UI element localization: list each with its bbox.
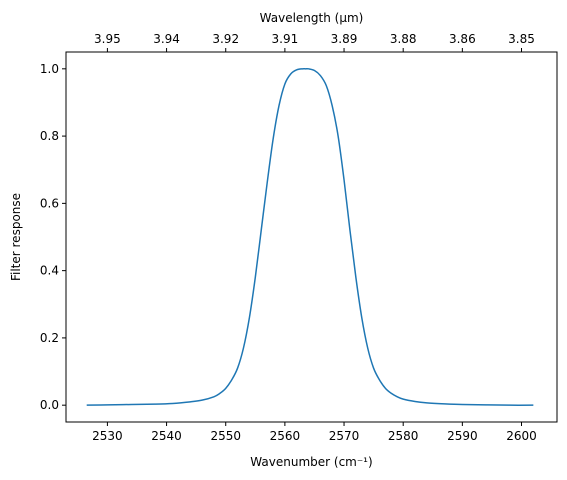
top-x-tick-label: 3.89 xyxy=(331,32,358,46)
y-axis: 0.0 0.2 0.4 0.6 0.8 1.0 xyxy=(40,62,66,412)
top-x-tick-label: 3.94 xyxy=(153,32,180,46)
y-tick-label: 0.6 xyxy=(40,196,59,210)
top-x-tick-label: 3.86 xyxy=(449,32,476,46)
top-x-tick-label: 3.85 xyxy=(508,32,535,46)
x-tick-label: 2540 xyxy=(151,429,182,443)
y-axis-title: Filter response xyxy=(9,193,23,281)
y-tick-label: 0.4 xyxy=(40,264,59,278)
top-x-tick-label: 3.92 xyxy=(212,32,239,46)
top-x-tick-label: 3.95 xyxy=(94,32,121,46)
y-tick-label: 0.0 xyxy=(40,398,59,412)
x-axis-title: Wavenumber (cm⁻¹) xyxy=(250,455,372,469)
bottom-x-axis: 2530 2540 2550 2560 2570 2580 2590 2600 xyxy=(92,422,537,443)
x-tick-label: 2570 xyxy=(329,429,360,443)
top-x-tick-label: 3.91 xyxy=(272,32,299,46)
x-tick-label: 2550 xyxy=(210,429,241,443)
x-tick-label: 2580 xyxy=(388,429,419,443)
x-tick-label: 2590 xyxy=(447,429,478,443)
x-tick-label: 2530 xyxy=(92,429,123,443)
plot-background xyxy=(66,52,557,422)
y-tick-label: 0.2 xyxy=(40,331,59,345)
top-x-axis: 3.95 3.94 3.92 3.91 3.89 3.88 3.86 3.85 xyxy=(94,32,535,52)
x-tick-label: 2600 xyxy=(506,429,537,443)
filter-response-line xyxy=(86,67,534,406)
top-x-tick-label: 3.88 xyxy=(390,32,417,46)
x-tick-label: 2560 xyxy=(270,429,301,443)
y-tick-label: 0.8 xyxy=(40,129,59,143)
plot-frame xyxy=(65,51,558,423)
top-x-axis-title: Wavelength (μm) xyxy=(260,11,364,25)
y-tick-label: 1.0 xyxy=(40,62,59,76)
